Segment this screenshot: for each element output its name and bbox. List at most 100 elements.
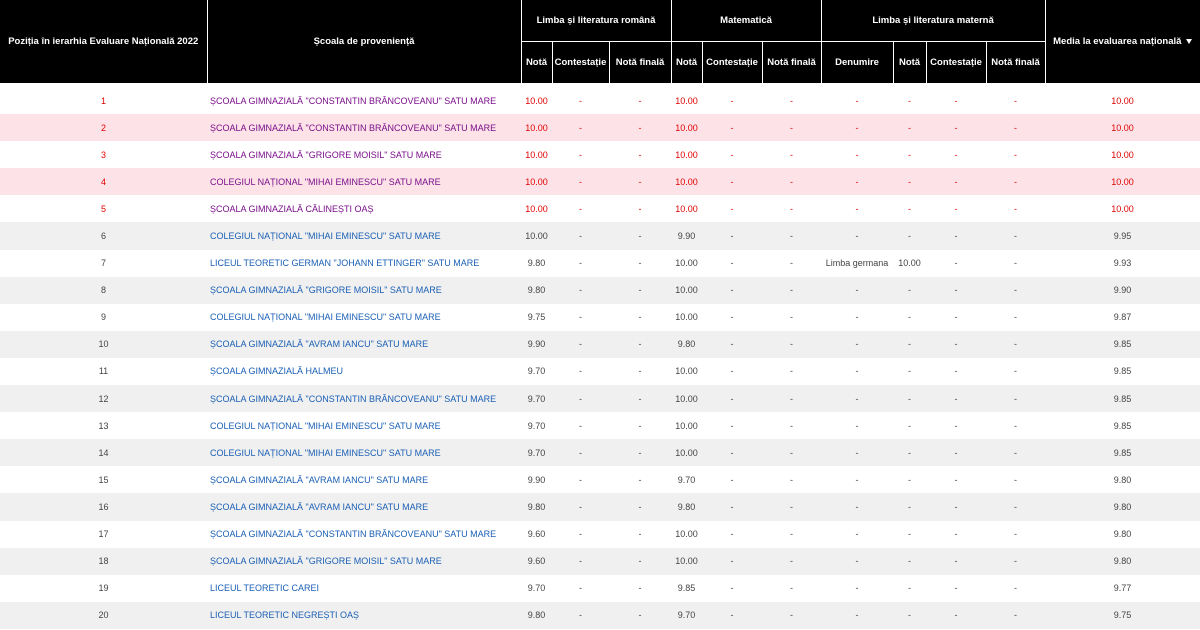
school-name[interactable]: ȘCOALA GIMNAZIALĂ HALMEU [210,366,344,377]
grade-cell: - [638,258,642,269]
subheader[interactable]: Denumire [820,41,894,84]
school-name[interactable]: ȘCOALA GIMNAZIALĂ CĂLINEȘTI OAȘ [210,203,374,214]
grade-cell: - [986,114,1045,142]
grade-cell: - [638,312,642,323]
grade-cell: - [790,366,793,377]
grade-cell: - [762,493,821,521]
grade-cell: 9.70 [521,439,552,467]
grade-cell: - [702,276,762,304]
grade-cell: 9.85 [1045,439,1200,467]
subheader[interactable]: Contestație [551,41,610,84]
header-average-label[interactable]: Media la evaluarea națională [1053,36,1182,47]
school-name[interactable]: ȘCOALA GIMNAZIALĂ "CONSTANTIN BRÂNCOVEAN… [207,385,521,413]
grade-cell: - [926,601,986,629]
grade-cell: - [1014,583,1017,594]
grade-cell: - [730,529,734,540]
grade-cell: - [1014,366,1017,377]
grade-cell: - [702,439,762,467]
grade-cell: - [926,330,986,358]
rank: 5 [100,203,106,214]
grade-cell: - [552,547,609,575]
grade-cell: - [790,474,793,485]
grade-cell: - [926,222,986,250]
grade-cell: - [762,385,821,413]
sort-arrow[interactable] [1186,38,1193,44]
school-name[interactable]: LICEUL TEORETIC NEGREȘTI OAȘ [207,601,521,629]
grade-cell: - [908,420,911,431]
header-average[interactable]: Media la evaluarea națională [1044,0,1200,84]
grade-cell: 10.00 [675,312,698,323]
grade-cell: - [855,312,859,323]
grade-cell: 10.00 [671,276,702,304]
school-name[interactable]: ȘCOALA GIMNAZIALĂ "AVRAM IANCU" SATU MAR… [210,474,429,485]
grade-cell: - [790,203,793,214]
school-name[interactable]: COLEGIUL NAȚIONAL "MIHAI EMINESCU" SATU … [207,222,521,250]
school-name[interactable]: COLEGIUL NAȚIONAL "MIHAI EMINESCU" SATU … [210,312,441,323]
school-name[interactable]: ȘCOALA GIMNAZIALĂ "AVRAM IANCU" SATU MAR… [207,493,521,521]
grade-cell: 10.00 [525,95,548,106]
grade-cell: 9.90 [671,222,702,250]
grade-cell: - [893,385,926,413]
grade-cell: - [762,601,821,629]
school-name[interactable]: ȘCOALA GIMNAZIALĂ "GRIGORE MOISIL" SATU … [207,276,521,304]
grade-cell: 10.00 [1045,114,1200,142]
rank: 16 [0,493,207,521]
school-name[interactable]: ȘCOALA GIMNAZIALĂ "CONSTANTIN BRÂNCOVEAN… [210,529,497,540]
grade-cell: Limba germana [825,258,889,269]
grade-cell: 10.00 [675,420,698,431]
grade-cell: 10.00 [521,114,552,142]
grade-cell: - [1014,312,1017,323]
result-row: 11 ȘCOALA GIMNAZIALĂ HALMEU 9.70 - - 10.00 - - -… [0,358,1200,385]
subheader[interactable]: Notă [892,41,927,84]
grade-cell: 10.00 [675,149,698,160]
school-name[interactable]: LICEUL TEORETIC GERMAN "JOHANN ETTINGER"… [210,258,480,269]
grade-cell: - [926,547,986,575]
grade-cell: - [821,276,893,304]
school-name[interactable]: COLEGIUL NAȚIONAL "MIHAI EMINESCU" SATU … [207,439,521,467]
grade-cell: - [552,114,609,142]
header-group: Limba și literatura maternă [820,0,1046,42]
grade-cell: - [821,330,893,358]
subheader[interactable]: Notă finală [761,41,822,84]
grade-cell: - [552,385,609,413]
grade-cell: 10.00 [675,95,698,106]
results-table: 1 ȘCOALA GIMNAZIALĂ "CONSTANTIN BRÂNCOVEA… [0,87,1200,629]
subheader[interactable]: Contestație [701,41,763,84]
subheader[interactable]: Notă [520,41,553,84]
grade-cell: - [821,168,893,196]
header-school[interactable]: Școala de proveniență [206,0,522,84]
grade-cell: - [986,168,1045,196]
grade-cell: 10.00 [1045,168,1200,196]
grade-cell: - [730,203,734,214]
grade-cell: - [579,366,582,377]
grade-cell: - [730,583,734,594]
header-position[interactable]: Poziția în ierarhia Evaluare Națională 2… [0,0,208,84]
subheader[interactable]: Notă finală [985,41,1046,84]
school-name[interactable]: COLEGIUL NAȚIONAL "MIHAI EMINESCU" SATU … [210,420,441,431]
subheader[interactable]: Notă [670,41,703,84]
grade-cell: - [609,385,671,413]
rank: 14 [0,439,207,467]
grade-cell: - [702,114,762,142]
grade-cell: - [609,601,671,629]
rank: 17 [98,529,109,540]
grade-cell: - [893,222,926,250]
grade-cell: - [954,258,958,269]
school-name[interactable]: ȘCOALA GIMNAZIALĂ "GRIGORE MOISIL" SATU … [210,149,442,160]
grade-cell: - [702,385,762,413]
school-name[interactable]: ȘCOALA GIMNAZIALĂ "CONSTANTIN BRÂNCOVEAN… [210,95,497,106]
subheader[interactable]: Contestație [925,41,987,84]
school-name[interactable]: COLEGIUL NAȚIONAL "MIHAI EMINESCU" SATU … [207,168,521,196]
rank: 1 [100,95,106,106]
grade-cell: 9.80 [1113,529,1132,540]
school-name[interactable]: LICEUL TEORETIC CAREI [210,583,320,594]
grade-cell: - [730,95,734,106]
result-row: 7 LICEUL TEORETIC GERMAN "JOHANN ETTINGER… [0,250,1200,277]
subheader[interactable]: Notă finală [608,41,672,84]
grade-cell: - [790,258,793,269]
grade-cell: 9.95 [1045,222,1200,250]
school-name[interactable]: ȘCOALA GIMNAZIALĂ "GRIGORE MOISIL" SATU … [207,547,521,575]
school-name[interactable]: ȘCOALA GIMNAZIALĂ "CONSTANTIN BRÂNCOVEAN… [207,114,521,142]
school-name[interactable]: ȘCOALA GIMNAZIALĂ "AVRAM IANCU" SATU MAR… [207,330,521,358]
rank: 3 [100,149,106,160]
